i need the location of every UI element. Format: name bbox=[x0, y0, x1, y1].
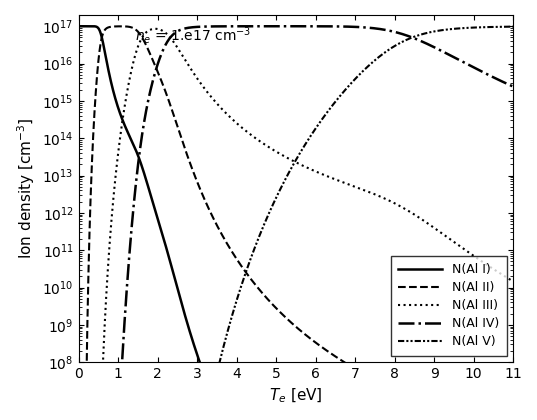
X-axis label: $T_e$ [eV]: $T_e$ [eV] bbox=[269, 386, 323, 405]
Legend: N(Al I), N(Al II), N(Al III), N(Al IV), N(Al V): N(Al I), N(Al II), N(Al III), N(Al IV), … bbox=[391, 256, 507, 356]
Text: $n_e$ = 1.e17 cm$^{-3}$: $n_e$ = 1.e17 cm$^{-3}$ bbox=[135, 26, 251, 47]
Y-axis label: Ion density [cm$^{-3}$]: Ion density [cm$^{-3}$] bbox=[15, 118, 37, 259]
